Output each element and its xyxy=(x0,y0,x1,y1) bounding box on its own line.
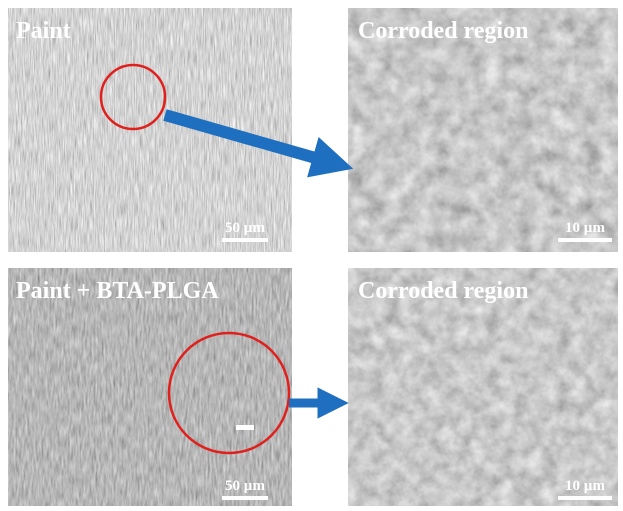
particle xyxy=(236,425,254,430)
panel-label: Paint xyxy=(16,18,71,44)
panel-label: Corroded region xyxy=(358,18,528,44)
figure: Paint Corroded region Paint + BTA-PLGA C… xyxy=(0,0,623,511)
panel-label: Corroded region xyxy=(358,278,528,304)
scale-bar-label: 50 µm xyxy=(225,478,265,494)
scale-bar xyxy=(558,496,612,500)
scale-bar xyxy=(222,496,268,500)
scale-bar-label: 50 µm xyxy=(225,220,265,236)
scale-bar-label: 10 µm xyxy=(565,220,605,236)
panel-label: Paint + BTA-PLGA xyxy=(16,278,219,304)
scale-bar-label: 10 µm xyxy=(565,478,605,494)
scale-bar xyxy=(558,238,612,242)
sem-image xyxy=(8,8,292,252)
sem-image xyxy=(348,8,618,252)
scale-bar xyxy=(222,238,268,242)
